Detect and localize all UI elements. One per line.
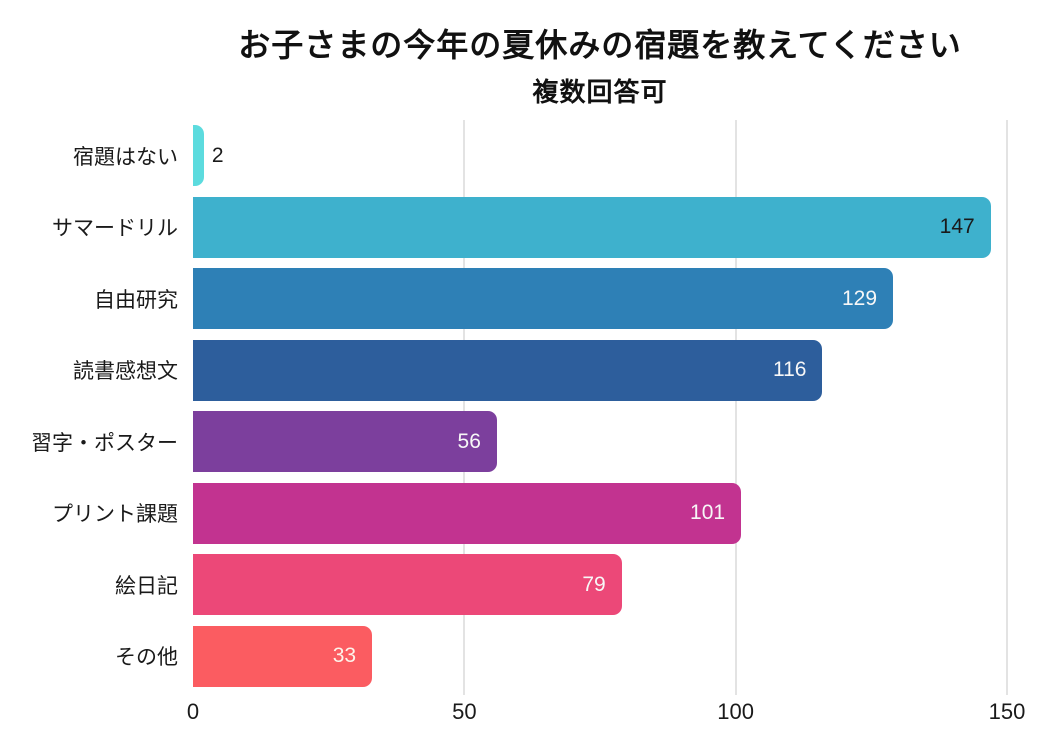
category-label: 絵日記: [115, 574, 178, 598]
gridline: [1006, 120, 1008, 695]
bar-row: プリント課題 101: [52, 482, 1007, 544]
bar-row: サマードリル 147: [52, 196, 1007, 258]
bar-row: 読書感想文 116: [73, 339, 1007, 401]
value-label: 101: [690, 501, 726, 525]
plot-area: 宿題はない 2 サマードリル 147 自由研究 129 読書感想文 116 習字・ポスター 56 プ…: [31, 120, 1025, 724]
bar-rows: 宿題はない 2 サマードリル 147 自由研究 129 読書感想文 116 習字・ポスター 56 プ…: [31, 125, 1007, 687]
category-label: 宿題はない: [73, 145, 178, 169]
bar-row: 自由研究 129: [94, 268, 1007, 330]
bar: 116: [193, 339, 823, 401]
x-tick-label: 50: [452, 699, 477, 724]
category-label: 読書感想文: [73, 360, 178, 384]
bar-row: 宿題はない 2: [73, 125, 1007, 186]
gridline: [734, 120, 737, 695]
bar-row: 習字・ポスター 56: [31, 411, 1007, 473]
bar: 147: [193, 196, 991, 258]
bar-row: 絵日記 79: [115, 554, 1007, 616]
bar-row: その他 33: [115, 625, 1007, 687]
category-label: 自由研究: [94, 288, 178, 312]
chart-subtitle: 複数回答可: [532, 77, 668, 107]
bar: 101: [193, 482, 742, 544]
x-tick-label: 0: [186, 699, 200, 724]
gridline: [463, 120, 466, 695]
x-tick-label: 150: [988, 699, 1026, 724]
value-label: 79: [582, 572, 606, 596]
category-label: プリント課題: [52, 503, 178, 527]
gridlines: [193, 120, 1008, 695]
category-label: 習字・ポスター: [31, 431, 178, 455]
value-label: 56: [457, 429, 481, 453]
bar: 2: [193, 125, 224, 186]
value-label: 147: [939, 215, 975, 239]
x-axis: 0 50 100 150: [187, 699, 1025, 727]
bar: 129: [193, 268, 894, 330]
category-label: サマードリル: [52, 217, 178, 241]
x-tick-label: 100: [717, 699, 755, 724]
bar: 79: [193, 554, 622, 616]
value-label: 129: [841, 286, 878, 310]
value-label: 2: [211, 143, 224, 167]
chart-title: お子さまの今年の夏休みの宿題を教えてください: [238, 27, 962, 63]
value-label: 33: [332, 644, 357, 668]
bar: 56: [193, 411, 497, 473]
category-label: その他: [115, 646, 178, 670]
value-label: 116: [773, 358, 807, 382]
bar: 33: [193, 625, 373, 687]
